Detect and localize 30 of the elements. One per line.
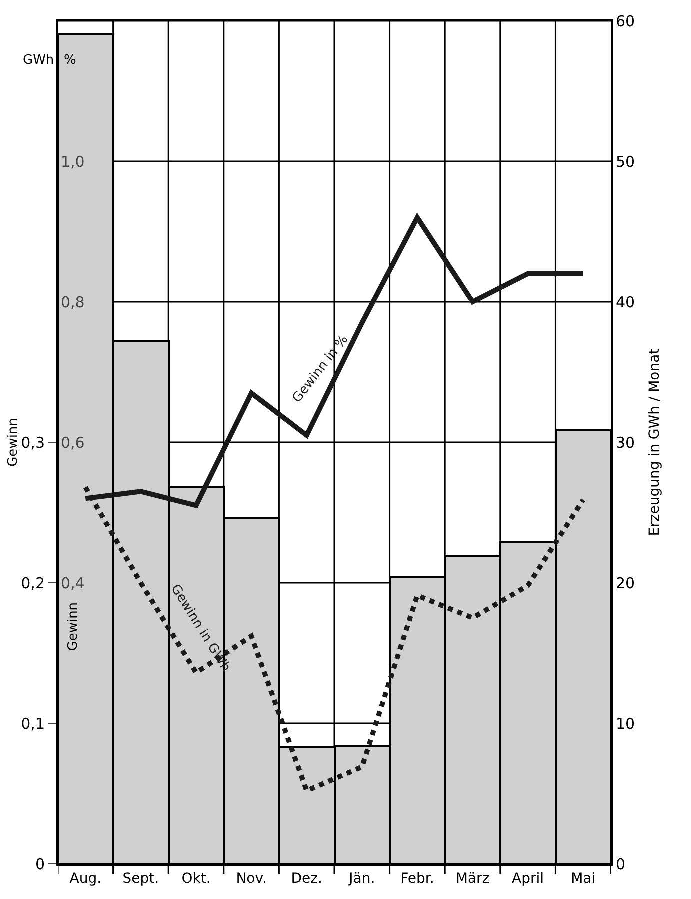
- y2-tick-label: 0: [616, 855, 626, 874]
- x-tick-label: Nov.: [236, 870, 267, 887]
- y2-tick-label: 10: [616, 714, 636, 733]
- x-tick-label: Okt.: [182, 870, 211, 887]
- y3-tick-label: 0,4: [61, 574, 85, 592]
- x-tick-label: Mai: [571, 870, 596, 887]
- y2-tick-label: 20: [616, 574, 636, 592]
- y2-tick-label: 60: [616, 12, 636, 30]
- y-axis-title: Gewinn: [6, 418, 22, 467]
- x-tick-label: März: [456, 870, 490, 887]
- y3-tick-label: 0,6: [61, 434, 85, 452]
- y2-tick-label: 30: [616, 434, 636, 452]
- annotation: Gewinn: [66, 602, 81, 652]
- text: GWh: [23, 53, 54, 68]
- x-tick-label: April: [512, 870, 544, 887]
- annotation: %: [64, 53, 76, 68]
- y2-axis-title: Erzeugung in GWh / Monat: [646, 348, 663, 536]
- y3-tick-label: 1,0: [61, 152, 85, 171]
- x-tick-label: Sept.: [122, 870, 160, 887]
- y2-tick-label: 50: [616, 152, 636, 171]
- x-tick-label: Dez.: [291, 870, 322, 887]
- x-tick-label: Jän.: [348, 870, 376, 887]
- y-tick-label: 0,3: [21, 434, 45, 452]
- y-tick-label: 0,1: [21, 714, 45, 733]
- x-tick-label: Aug.: [70, 870, 102, 887]
- y3-tick-label: 0,8: [61, 293, 85, 312]
- y-tick-label: 0,2: [21, 574, 45, 592]
- x-tick-label: Febr.: [400, 870, 434, 887]
- y2-tick-label: 40: [616, 293, 636, 312]
- y-tick-label: 0: [35, 855, 45, 874]
